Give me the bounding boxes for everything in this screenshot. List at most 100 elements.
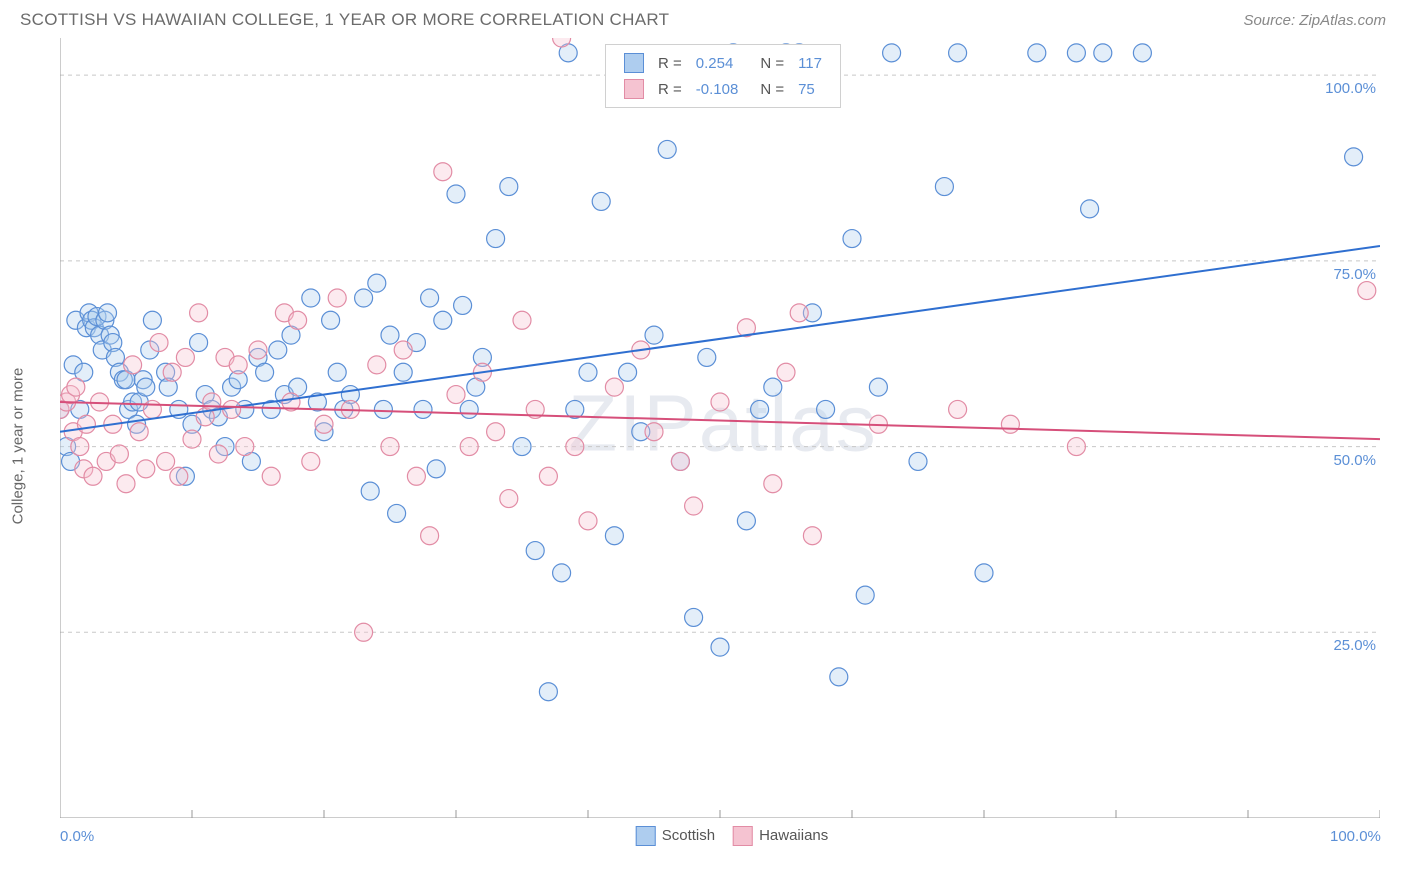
scottish-point — [883, 44, 901, 62]
hawaiians-point — [949, 400, 967, 418]
hawaiians-point — [803, 527, 821, 545]
y-tick-label: 25.0% — [1333, 637, 1376, 654]
scottish-point — [513, 438, 531, 456]
legend-swatch — [624, 53, 644, 73]
scottish-point — [374, 400, 392, 418]
scottish-point — [368, 274, 386, 292]
scottish-point — [619, 363, 637, 381]
y-tick-label: 100.0% — [1325, 80, 1376, 97]
hawaiians-point — [183, 430, 201, 448]
hawaiians-point — [381, 438, 399, 456]
scottish-point — [460, 400, 478, 418]
scottish-point — [579, 363, 597, 381]
scottish-point — [553, 564, 571, 582]
scottish-point — [1345, 148, 1363, 166]
scottish-point — [817, 400, 835, 418]
hawaiians-point — [302, 452, 320, 470]
scottish-point — [737, 512, 755, 530]
scottish-point — [454, 296, 472, 314]
hawaiians-point — [190, 304, 208, 322]
scottish-point — [935, 178, 953, 196]
hawaiians-point — [236, 438, 254, 456]
scottish-point — [592, 192, 610, 210]
hawaiians-point — [163, 363, 181, 381]
hawaiians-point — [249, 341, 267, 359]
scottish-point — [421, 289, 439, 307]
scottish-point — [427, 460, 445, 478]
hawaiians-point — [434, 163, 452, 181]
hawaiians-point — [130, 423, 148, 441]
legend-swatch — [624, 79, 644, 99]
y-axis-label: College, 1 year or more — [10, 368, 27, 525]
hawaiians-point — [407, 467, 425, 485]
scottish-point — [1094, 44, 1112, 62]
hawaiians-point — [539, 467, 557, 485]
scottish-point — [645, 326, 663, 344]
scottish-point — [843, 230, 861, 248]
scottish-point — [1081, 200, 1099, 218]
scottish-point — [711, 638, 729, 656]
hawaiians-point — [71, 438, 89, 456]
hawaiians-point — [262, 467, 280, 485]
scottish-point — [698, 348, 716, 366]
hawaiians-point — [137, 460, 155, 478]
hawaiians-point — [176, 348, 194, 366]
hawaiians-point — [513, 311, 531, 329]
hawaiians-point — [605, 378, 623, 396]
hawaiians-point — [777, 363, 795, 381]
hawaiians-point — [84, 467, 102, 485]
hawaiians-point — [460, 438, 478, 456]
hawaiians-point — [157, 452, 175, 470]
hawaiians-point — [315, 415, 333, 433]
scottish-point — [143, 311, 161, 329]
scottish-point — [328, 363, 346, 381]
scottish-point — [269, 341, 287, 359]
scottish-point — [764, 378, 782, 396]
legend-series-label: Scottish — [662, 827, 715, 844]
hawaiians-point — [355, 623, 373, 641]
scottish-point — [1133, 44, 1151, 62]
scottish-point — [500, 178, 518, 196]
scottish-point — [869, 378, 887, 396]
y-tick-label: 50.0% — [1333, 452, 1376, 469]
scottish-point — [605, 527, 623, 545]
hawaiians-point — [289, 311, 307, 329]
hawaiians-point — [394, 341, 412, 359]
n-value: 117 — [792, 51, 828, 75]
hawaiians-point — [77, 415, 95, 433]
scottish-point — [381, 326, 399, 344]
hawaiians-point — [1001, 415, 1019, 433]
hawaiians-point — [368, 356, 386, 374]
x-tick-label: 100.0% — [1330, 828, 1381, 845]
hawaiians-point — [110, 445, 128, 463]
legend-series-label: Hawaiians — [759, 827, 828, 844]
hawaiians-point — [229, 356, 247, 374]
hawaiians-point — [328, 289, 346, 307]
n-label: N = — [746, 77, 790, 101]
n-value: 75 — [792, 77, 828, 101]
scottish-point — [394, 363, 412, 381]
hawaiians-point — [67, 378, 85, 396]
scottish-point — [302, 289, 320, 307]
r-label: R = — [652, 77, 688, 101]
hawaiians-point — [421, 527, 439, 545]
hawaiians-point — [150, 334, 168, 352]
scottish-point — [434, 311, 452, 329]
hawaiians-point — [671, 452, 689, 470]
hawaiians-point — [711, 393, 729, 411]
y-tick-label: 75.0% — [1333, 266, 1376, 283]
scottish-point — [137, 378, 155, 396]
hawaiians-point — [790, 304, 808, 322]
hawaiians-point — [685, 497, 703, 515]
hawaiians-point — [209, 445, 227, 463]
scottish-point — [685, 608, 703, 626]
hawaiians-point — [487, 423, 505, 441]
hawaiians-point — [764, 475, 782, 493]
hawaiians-point — [124, 356, 142, 374]
hawaiians-point — [500, 490, 518, 508]
scottish-point — [322, 311, 340, 329]
scottish-point — [388, 504, 406, 522]
hawaiians-point — [566, 438, 584, 456]
r-value: -0.108 — [690, 77, 745, 101]
scottish-point — [414, 400, 432, 418]
